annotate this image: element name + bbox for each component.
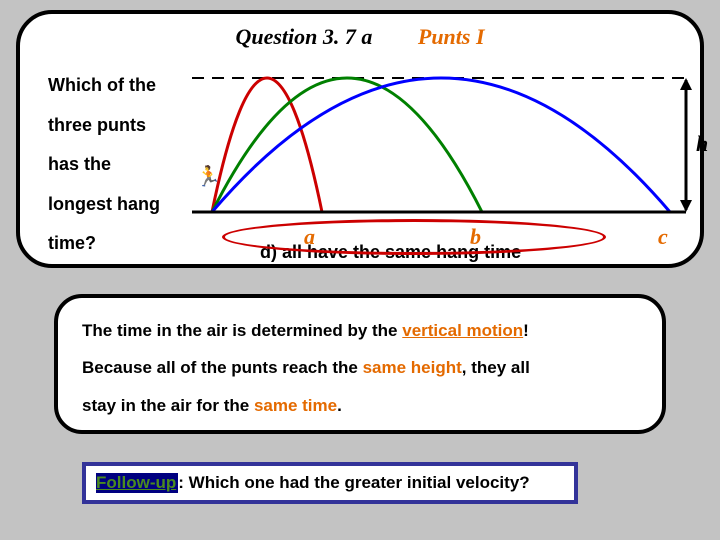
option-c-label: c [658,224,668,250]
question-number: Question 3. 7 a [235,24,372,49]
trajectory-diagram [192,72,696,242]
question-card: Question 3. 7 a Punts I Which of the thr… [16,10,704,268]
question-line: Which of the [48,66,208,106]
explanation-text: The time in the air is determined by the… [82,312,646,424]
topic-title: Punts I [418,24,485,49]
question-line: time? [48,224,208,264]
height-label: h [696,131,708,157]
question-line: longest hang [48,185,208,225]
explanation-line: The time in the air is determined by the… [82,312,646,349]
followup-text: : Which one had the greater initial velo… [178,473,529,493]
trajectory-svg [192,72,696,242]
question-text: Which of the three punts has the longest… [48,66,208,264]
slide: Question 3. 7 a Punts I Which of the thr… [0,0,720,540]
question-line: has the [48,145,208,185]
followup-box: Follow-up: Which one had the greater ini… [82,462,578,504]
explanation-line: Because all of the punts reach the same … [82,349,646,386]
title-row: Question 3. 7 a Punts I [20,24,700,50]
option-d: d) all have the same hang time [260,242,521,263]
followup-label: Follow-up [96,473,178,493]
explanation-card: The time in the air is determined by the… [54,294,666,434]
explanation-line: stay in the air for the same time. [82,387,646,424]
question-line: three punts [48,106,208,146]
